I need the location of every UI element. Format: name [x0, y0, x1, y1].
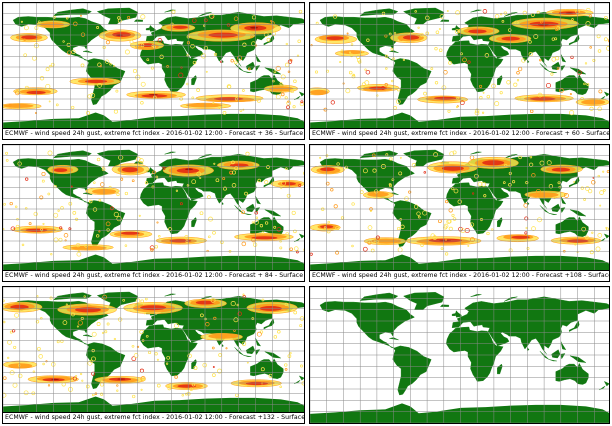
map-canvas [3, 287, 304, 415]
antarctica-landmass [310, 254, 609, 273]
map-panel-forecast-132: ECMWF - wind speed 24h gust, extreme fct… [2, 286, 305, 424]
antarctica-landmass [310, 403, 609, 423]
graticule-grid [3, 3, 304, 131]
map-canvas [310, 287, 609, 423]
map-canvas [3, 145, 304, 273]
map-caption: ECMWF - wind speed 24h gust, extreme fct… [310, 270, 609, 281]
map-canvas [310, 3, 609, 131]
map-canvas [310, 145, 609, 273]
map-caption: ECMWF - wind speed 24h gust, extreme fct… [3, 270, 304, 281]
map-caption: ECMWF - wind speed 24h gust, extreme fct… [310, 128, 609, 139]
map-panel-empty [309, 286, 610, 424]
graticule-grid [3, 145, 304, 273]
antarctica-landmass [3, 112, 304, 131]
map-panel-forecast-60: ECMWF - wind speed 24h gust, extreme fct… [309, 2, 610, 140]
map-panel-forecast-36: ECMWF - wind speed 24h gust, extreme fct… [2, 2, 305, 140]
graticule-grid [310, 3, 609, 131]
map-caption: ECMWF - wind speed 24h gust, extreme fct… [3, 128, 304, 139]
land-layer [319, 292, 609, 396]
map-panel-forecast-108: ECMWF - wind speed 24h gust, extreme fct… [309, 144, 610, 282]
map-panel-forecast-84: ECMWF - wind speed 24h gust, extreme fct… [2, 144, 305, 282]
graticule-grid [310, 287, 609, 423]
antarctica-landmass [310, 112, 609, 131]
antarctica-landmass [3, 396, 304, 415]
graticule-grid [3, 287, 304, 415]
graticule-grid [310, 145, 609, 273]
map-canvas [3, 3, 304, 131]
map-caption: ECMWF - wind speed 24h gust, extreme fct… [3, 412, 304, 423]
antarctica-landmass [3, 254, 304, 273]
